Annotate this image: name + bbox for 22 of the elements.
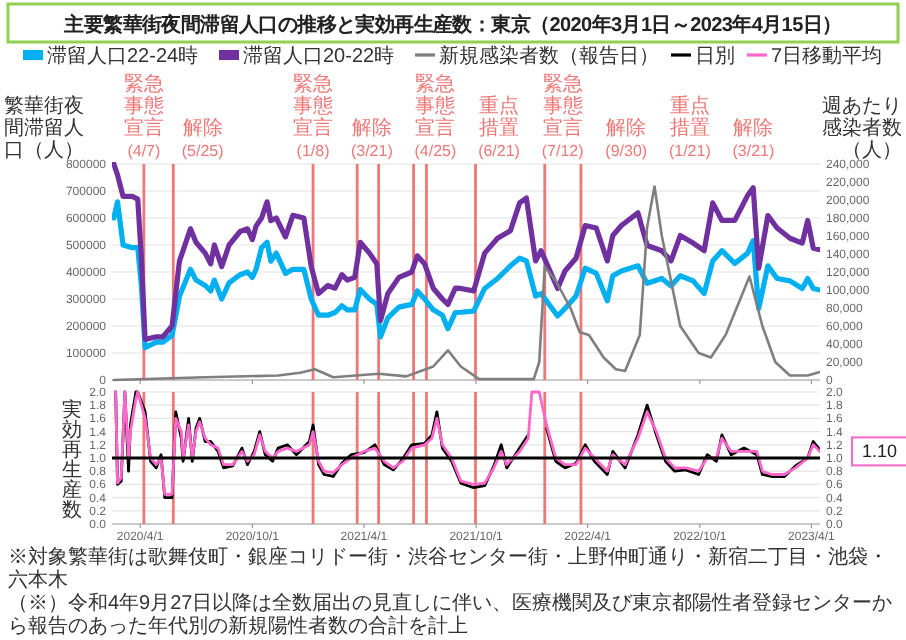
- legend-label: 滞留人口20-22時: [243, 44, 395, 68]
- chart-title: 主要繁華街夜間滞留人口の推移と実効再生産数：東京（2020年3月1日～2023年4月15日）: [62, 13, 842, 37]
- legend-label: 7日移動平均: [771, 44, 883, 68]
- ref-line-label: 緊急事態宣言(4/25): [414, 72, 458, 160]
- y-axis-title: 繁華街夜間滞留人口（人）: [4, 94, 84, 162]
- ref-line-label: 解除(5/25): [181, 116, 225, 160]
- ref-line-label: 解除(3/21): [732, 116, 776, 160]
- text: ※対象繁華街は歌舞伎町・銀座コリドー街・渋谷センター街・上野仲町通り・新宿二丁目・池袋・六本木: [8, 545, 888, 592]
- ref-line-label: 緊急事態宣言(7/12): [541, 72, 585, 160]
- text: （※）令和4年9月27日以降は全数届出の見直しに伴い、医療機関及び東京都陽性者登録センターから報告のあった年代別の新規陽性者数の合計を計上: [8, 591, 893, 638]
- ref-line-label: 解除(3/21): [350, 116, 394, 160]
- y2-axis-title: 週あたり感染者数（人）: [822, 96, 902, 162]
- ref-line-label: 解除(9/30): [605, 116, 648, 160]
- ref-line-label: 緊急事態宣言(4/7): [123, 72, 164, 160]
- annotation: 1.10: [862, 441, 898, 462]
- legend-label: 新規感染者数（報告日）: [439, 44, 659, 68]
- ref-line-label: 緊急事態宣言(1/8): [293, 72, 334, 160]
- legend-label: 滞留人口22-24時: [47, 44, 199, 68]
- ref-line-label: 重点措置(6/21): [478, 94, 521, 160]
- ref-line-label: 重点措置(1/21): [668, 94, 712, 160]
- y-axis-title: 実効再生産数: [62, 398, 82, 522]
- legend-label: 日別: [695, 46, 735, 68]
